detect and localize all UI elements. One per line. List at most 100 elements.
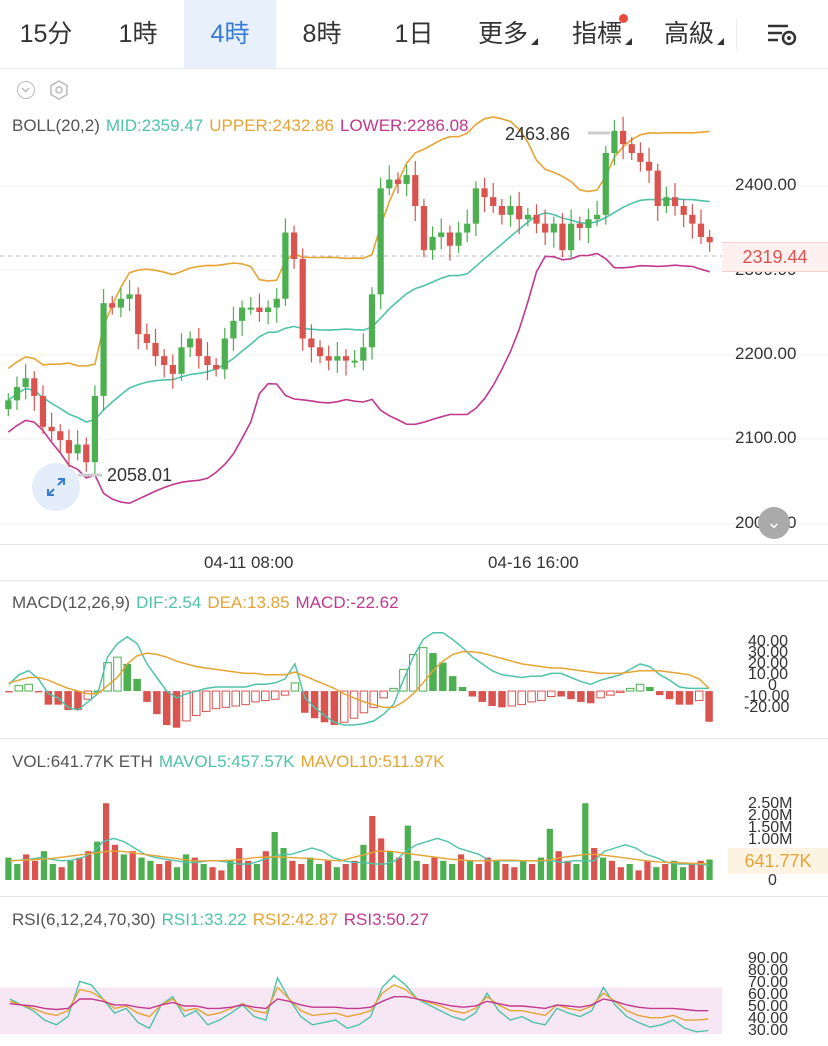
price-tick-2400: 2400.00 <box>735 175 797 194</box>
macd-histogram-bar <box>537 690 546 702</box>
candle-body <box>308 338 315 348</box>
macd-legend: MACD(12,26,9) DIF:2.54 DEA:13.85 MACD:-22.6… <box>12 593 405 613</box>
candle-body <box>706 236 713 243</box>
volume-bar <box>679 867 687 880</box>
candle-body <box>100 303 107 396</box>
rsi-tick: 60.00 <box>748 986 789 1003</box>
dropdown-caret-icon <box>717 38 724 45</box>
macd-histogram-bar <box>359 690 369 714</box>
tab-1d[interactable]: 1日 <box>394 20 434 48</box>
macd-histogram-bar <box>705 691 713 722</box>
macd-tick: 30.00 <box>748 644 789 661</box>
volume-bar <box>422 864 429 880</box>
macd-histogram-bar <box>290 682 300 692</box>
candle-body <box>429 236 436 251</box>
macd-histogram-bar <box>625 687 635 692</box>
macd-histogram-bar <box>172 691 181 728</box>
volume-bar <box>591 848 598 880</box>
macd-histogram-bar <box>418 647 428 692</box>
boll-name: BOLL(20,2) <box>12 116 100 135</box>
vol-tick-zero: 0 <box>768 872 777 889</box>
candle-body <box>438 232 445 237</box>
macd-histogram-bar <box>270 690 280 700</box>
chart-settings-icon[interactable] <box>766 20 798 48</box>
candle-body <box>654 170 661 206</box>
volume-bar <box>67 860 74 880</box>
scroll-to-latest-button[interactable]: ⌄ <box>758 507 790 539</box>
candle-body <box>498 206 505 215</box>
vol-legend: VOL:641.77K ETH MAVOL5:457.57K MAVOL10:511… <box>12 752 451 772</box>
macd-histogram-bar <box>201 690 211 712</box>
tab-1h[interactable]: 1時 <box>118 20 158 48</box>
volume-bar <box>40 851 48 880</box>
volume-bar <box>315 864 323 880</box>
macd-histogram-bar <box>557 691 565 697</box>
candle-body <box>645 161 653 171</box>
macd-histogram-bar <box>507 690 517 707</box>
candle-body <box>230 320 237 339</box>
volume-bar <box>58 867 65 880</box>
candle-body <box>342 356 350 361</box>
macd-histogram-bar <box>547 690 556 697</box>
candle-body <box>264 307 272 312</box>
macd-histogram-bar <box>665 691 674 700</box>
volume-bar <box>31 860 39 880</box>
macd-histogram-bar <box>103 662 112 692</box>
macd-histogram-bar <box>64 691 72 711</box>
volume-bar <box>662 864 669 880</box>
volume-bar <box>688 864 695 880</box>
volume-bar <box>378 838 385 880</box>
macd-histogram-bar <box>616 690 625 693</box>
volume-bar <box>413 860 420 880</box>
candle-body <box>611 130 618 153</box>
volume-bar <box>262 851 269 880</box>
volume-bar <box>546 828 553 880</box>
tab-15m[interactable]: 15分 <box>19 20 73 48</box>
tab-4h[interactable]: 4時 <box>184 0 276 68</box>
candle-body <box>516 206 523 220</box>
volume-bar <box>369 816 376 880</box>
tab-advanced[interactable]: 高級 <box>652 0 726 68</box>
macd-histogram-bar <box>429 653 437 692</box>
collapse-icon[interactable] <box>17 81 35 99</box>
candle-body <box>568 223 575 251</box>
volume-bar <box>599 857 607 880</box>
vol-tick: 2.50M <box>748 795 793 812</box>
volume-bar <box>431 857 438 880</box>
volume-bar <box>76 857 83 880</box>
candle-body <box>169 365 176 374</box>
volume-bar <box>49 864 56 880</box>
tab-8h[interactable]: 8時 <box>302 20 342 48</box>
candle-body <box>204 356 211 365</box>
macd-histogram-bar <box>192 690 201 716</box>
macd-histogram-bar <box>211 690 221 710</box>
macd-histogram-bar <box>448 676 457 692</box>
volume-bar <box>608 860 616 880</box>
macd-histogram-bar <box>14 685 24 692</box>
candle-body <box>377 188 384 295</box>
volume-bar <box>94 841 101 880</box>
volume-bar <box>466 860 474 880</box>
macd-histogram-bar <box>408 653 418 692</box>
macd-histogram-bar <box>635 683 645 692</box>
dropdown-caret-icon <box>625 38 632 45</box>
price-tick-2200: 2200.00 <box>735 344 797 363</box>
volume-bar <box>582 803 589 880</box>
macd-histogram-bar <box>606 690 615 696</box>
tab-indicators[interactable]: 指標 <box>560 0 634 68</box>
volume-bar <box>635 870 642 880</box>
vol-tick: 1.00M <box>748 831 793 848</box>
volume-bar <box>138 857 145 880</box>
tab-more[interactable]: 更多 <box>466 0 540 68</box>
rsi1-line <box>9 974 709 1033</box>
expand-chart-button[interactable] <box>32 463 80 511</box>
settings-icon[interactable] <box>49 80 69 100</box>
candle-body <box>316 347 324 357</box>
candle-body <box>31 378 38 396</box>
macd-histogram-bar <box>310 691 319 719</box>
tab-indicators-label: 指標 <box>571 20 622 48</box>
candle-body <box>671 197 679 206</box>
macd-histogram-bar <box>675 691 684 705</box>
divider <box>0 544 828 545</box>
